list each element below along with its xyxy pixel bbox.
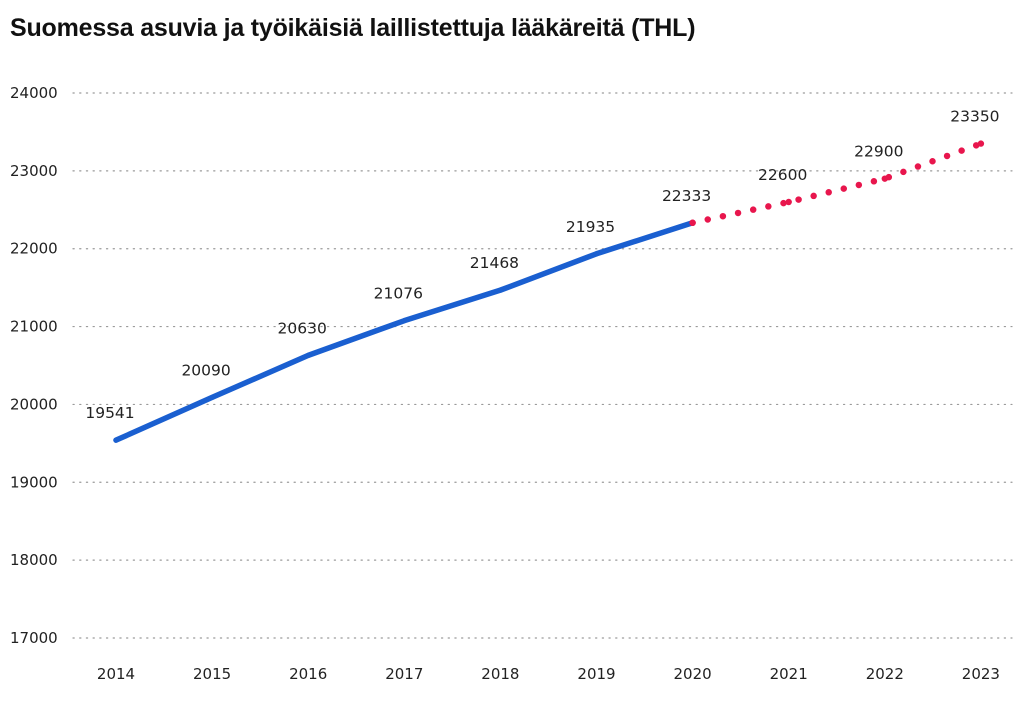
data-point bbox=[689, 219, 696, 226]
actual-series-line bbox=[113, 220, 696, 443]
data-label: 21076 bbox=[374, 285, 423, 303]
data-label: 21935 bbox=[566, 218, 615, 236]
y-tick-label: 20000 bbox=[10, 395, 58, 413]
data-point bbox=[209, 394, 215, 401]
x-tick-label: 2014 bbox=[97, 665, 135, 683]
y-tick-label: 17000 bbox=[10, 629, 58, 647]
y-tick-label: 18000 bbox=[10, 551, 58, 569]
data-point bbox=[113, 437, 119, 443]
gridlines bbox=[72, 92, 1013, 639]
data-label: 22900 bbox=[854, 143, 903, 161]
data-point bbox=[401, 318, 407, 324]
data-label: 20630 bbox=[278, 319, 327, 337]
data-label: 19541 bbox=[85, 404, 134, 422]
data-point bbox=[977, 140, 985, 147]
series-lines bbox=[113, 140, 985, 443]
x-tick-label: 2016 bbox=[289, 665, 327, 683]
data-label: 22333 bbox=[662, 187, 711, 205]
y-tick-label: 22000 bbox=[10, 240, 58, 258]
data-point bbox=[785, 198, 792, 206]
x-tick-label: 2021 bbox=[770, 665, 808, 683]
data-point bbox=[593, 251, 600, 257]
data-point bbox=[305, 352, 311, 358]
x-tick-label: 2018 bbox=[481, 665, 519, 683]
y-tick-label: 23000 bbox=[10, 162, 58, 180]
data-label: 22600 bbox=[758, 166, 807, 184]
x-tick-label: 2022 bbox=[866, 665, 904, 683]
y-tick-label: 21000 bbox=[10, 318, 58, 336]
x-axis-ticks: 2014 2015 2016 2017 2018 2019 2020 2021 2022 2023 bbox=[97, 665, 1000, 683]
y-axis-ticks: 17000 18000 19000 20000 21000 22000 23000 24000 bbox=[10, 84, 58, 647]
data-label: 20090 bbox=[181, 361, 230, 379]
x-tick-label: 2017 bbox=[385, 665, 423, 683]
y-tick-label: 19000 bbox=[10, 473, 58, 491]
series-points bbox=[113, 140, 985, 443]
data-point bbox=[497, 287, 503, 293]
y-tick-label: 24000 bbox=[10, 84, 58, 102]
x-tick-label: 2015 bbox=[193, 665, 231, 683]
forecast-series-line bbox=[689, 140, 985, 227]
data-labels: 19541 20090 20630 21076 21468 21935 22333 22600… bbox=[85, 108, 999, 423]
x-tick-label: 2019 bbox=[577, 665, 615, 683]
x-tick-label: 2023 bbox=[962, 665, 1000, 683]
data-label: 23350 bbox=[950, 108, 999, 126]
data-point bbox=[881, 175, 888, 182]
x-tick-label: 2020 bbox=[674, 665, 712, 683]
data-label: 21468 bbox=[470, 254, 519, 272]
chart-title: Suomessa asuvia ja työikäisiä laillistet… bbox=[10, 14, 696, 42]
